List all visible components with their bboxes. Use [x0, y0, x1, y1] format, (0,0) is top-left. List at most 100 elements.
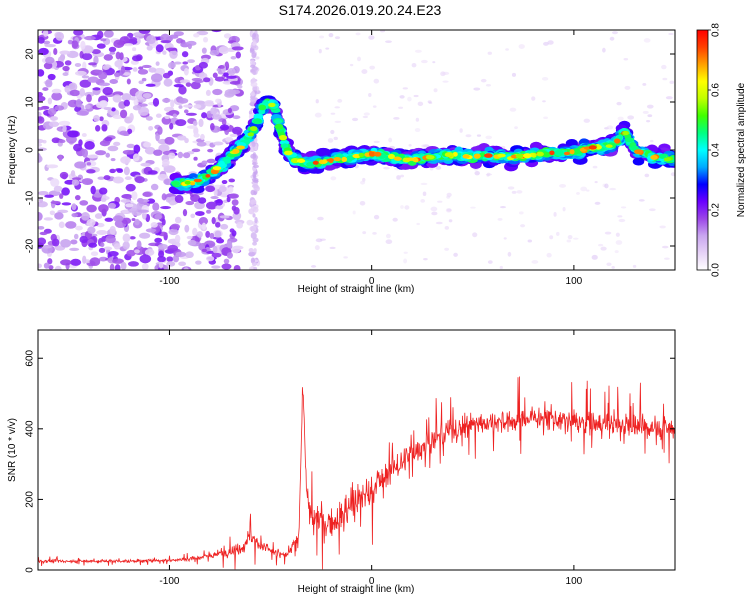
- spectrogram-cell: [120, 156, 131, 164]
- spectrogram-cell: [86, 154, 99, 159]
- spectrogram-cell: [38, 47, 49, 56]
- spectrogram-cell: [122, 149, 135, 155]
- spectrogram-cell: [520, 224, 526, 228]
- colorbar-tick-label: 0.6: [711, 83, 722, 97]
- spectrogram-cell: [193, 178, 202, 183]
- spectrogram-cell: [459, 128, 463, 133]
- spectrogram-cell: [185, 82, 192, 87]
- spectrogram-cell: [221, 119, 227, 126]
- spectrogram-cell: [647, 114, 653, 118]
- spectrogram-cell: [132, 153, 140, 162]
- spectrogram-cell: [212, 141, 224, 146]
- spectrogram-cell: [100, 242, 105, 248]
- spectrogram-y-tick-label: 20: [25, 48, 36, 60]
- spectrogram-cell: [201, 112, 207, 119]
- spectrogram-cell: [144, 146, 156, 155]
- spectrogram-cell: [396, 175, 401, 180]
- spectrogram-cell: [604, 231, 612, 235]
- spectrogram-cell: [330, 176, 337, 181]
- spectrogram-cell: [70, 239, 78, 245]
- spectrogram-cell: [662, 77, 668, 81]
- spectrogram-cell: [113, 215, 124, 222]
- spectrogram-cell: [211, 216, 216, 225]
- spectrogram-cell: [201, 248, 208, 253]
- spectrogram-cell: [193, 104, 202, 109]
- spectrogram-cell: [642, 110, 649, 114]
- spectrogram-cell: [414, 49, 422, 53]
- spectrogram-cell: [125, 183, 136, 192]
- spectrogram-cell: [178, 105, 183, 109]
- spectrogram-cell: [446, 208, 452, 212]
- spectrogram-cell: [167, 62, 176, 69]
- spectrogram-cell: [553, 212, 557, 217]
- spectrogram-cell: [206, 158, 216, 164]
- spectrogram-cell: [157, 126, 163, 135]
- spectrogram-cell: [231, 245, 241, 254]
- spectrogram-cell: [162, 98, 171, 103]
- spectrogram-cell: [252, 171, 257, 179]
- spectrogram-cell: [547, 40, 554, 45]
- spectrogram-cell: [122, 72, 131, 76]
- spectrogram-cell: [638, 199, 645, 202]
- spectrogram-cell: [183, 104, 194, 108]
- spectrogram-cell: [80, 40, 86, 50]
- spectrogram-cell: [189, 181, 196, 186]
- spectrogram-cell: [398, 106, 404, 109]
- spectrogram-cell: [433, 88, 438, 93]
- spectrogram-cell: [90, 185, 96, 195]
- spectrogram-cell: [473, 87, 481, 91]
- spectrogram-cell: [583, 118, 590, 123]
- spectrogram-cell: [121, 93, 132, 102]
- spectrogram-cell: [114, 60, 123, 68]
- spectrogram-x-tick-label: 0: [369, 276, 375, 287]
- spectrogram-cell: [359, 200, 366, 206]
- spectrogram-cell: [250, 102, 255, 106]
- spectrogram-cell: [250, 64, 256, 69]
- spectrogram-cell: [198, 118, 204, 128]
- spectrogram-cell: [98, 256, 108, 262]
- spectrogram-cell: [43, 217, 54, 221]
- spectrogram-cell: [134, 249, 140, 254]
- spectrogram-cell: [174, 194, 184, 204]
- spectrogram-cell: [51, 238, 60, 247]
- spectrogram-cell: [606, 125, 614, 130]
- spectrogram-cell: [53, 48, 58, 55]
- spectrogram-cell: [411, 62, 417, 68]
- spectrogram-cell: [230, 56, 237, 60]
- spectrogram-cell: [253, 266, 258, 270]
- spectrogram-cell: [169, 34, 179, 39]
- spectrogram-cell: [160, 205, 172, 210]
- spectrogram-cell: [67, 99, 79, 108]
- spectrogram-cell: [296, 159, 306, 163]
- spectrogram-cell: [248, 248, 254, 253]
- spectrogram-cell: [69, 247, 80, 252]
- spectrogram-cell: [516, 190, 523, 194]
- spectrogram-cell: [211, 252, 222, 258]
- spectrogram-cell: [120, 261, 127, 270]
- spectrogram-cell: [139, 254, 152, 264]
- spectrogram-cell: [73, 233, 79, 240]
- spectrogram-cell: [531, 260, 539, 264]
- spectrogram-cell: [218, 46, 230, 54]
- spectrogram-cell: [258, 104, 267, 111]
- spectrogram-cell: [47, 73, 56, 81]
- spectrogram-cell: [195, 260, 202, 265]
- spectrogram-cell: [368, 35, 375, 40]
- spectrogram-cell: [138, 66, 144, 70]
- spectrogram-cell: [349, 63, 354, 67]
- spectrogram-cell: [632, 264, 637, 268]
- spectrogram-cell: [109, 225, 116, 235]
- spectrogram-cell: [157, 255, 166, 263]
- spectrogram-cell: [84, 35, 96, 41]
- spectrogram-cell: [541, 151, 550, 157]
- spectrogram-cell: [182, 61, 189, 65]
- spectrogram-cell: [203, 77, 211, 83]
- spectrogram-cell: [59, 50, 71, 55]
- spectrogram-cell: [38, 116, 45, 124]
- spectrogram-cell: [346, 155, 353, 162]
- spectrogram-cell: [58, 221, 65, 229]
- spectrogram-cell: [198, 217, 209, 226]
- spectrogram-cell: [444, 226, 450, 230]
- spectrogram-cell: [82, 255, 87, 264]
- spectrogram-cell: [134, 218, 140, 226]
